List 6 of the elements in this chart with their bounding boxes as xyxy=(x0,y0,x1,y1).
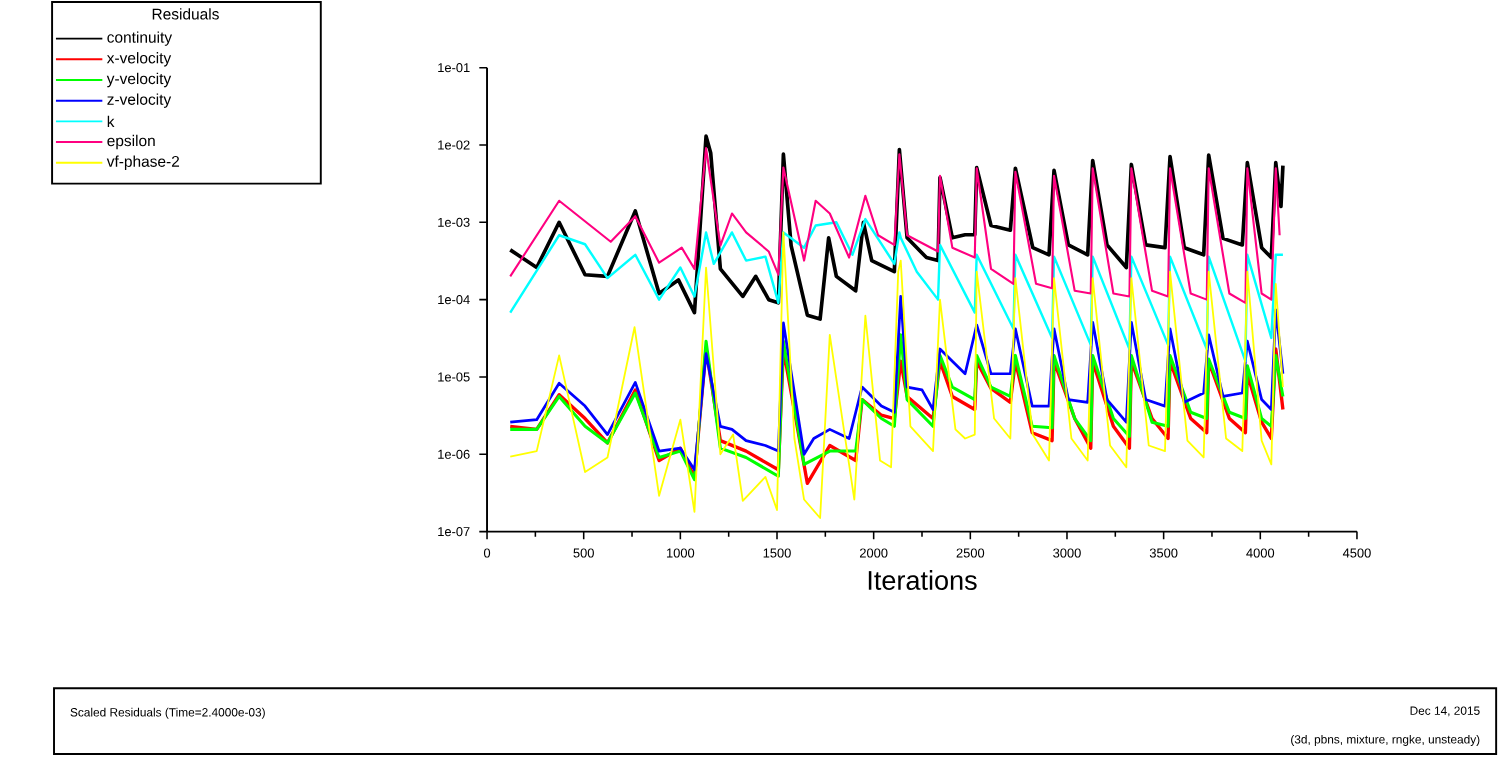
line-series xyxy=(508,295,1285,472)
x-axis-title: Iterations xyxy=(868,570,977,591)
line-series xyxy=(509,147,1281,304)
line-series xyxy=(509,231,1284,519)
line-series xyxy=(508,134,1285,322)
line-series xyxy=(509,217,1285,363)
